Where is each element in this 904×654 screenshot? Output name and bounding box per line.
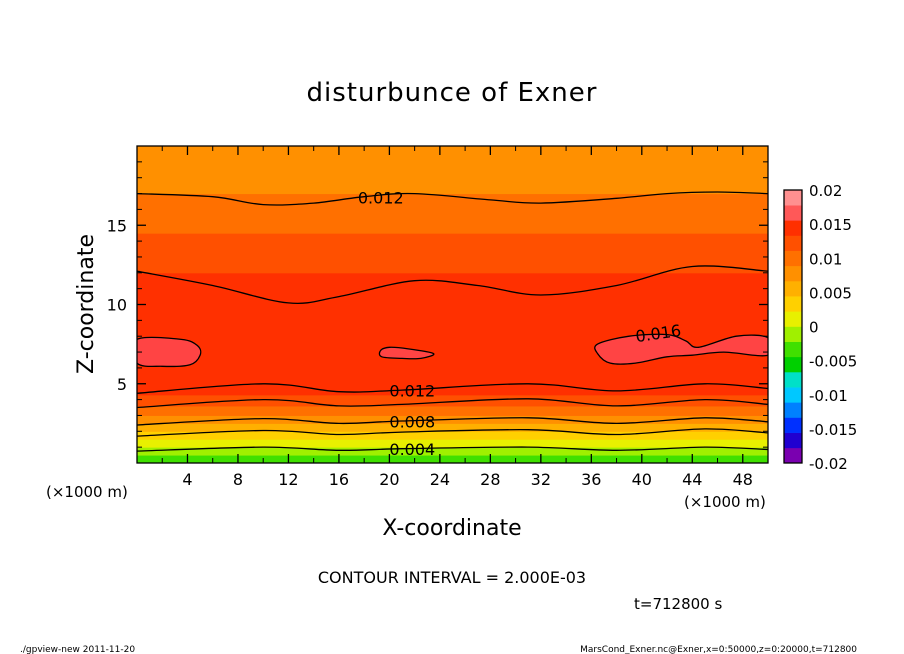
contour-band [137, 405, 768, 416]
contour-band [137, 146, 768, 195]
colorbar-tick-label: 0 [809, 319, 819, 337]
chart-title: disturbunce of Exner [307, 78, 598, 108]
contour-label: 0.004 [389, 440, 435, 459]
footer-right: MarsCond_Exner.nc@Exner,x=0:50000,z=0:20… [580, 645, 857, 654]
colorbar-swatch [784, 402, 802, 418]
x-tick-label: 12 [278, 470, 298, 489]
x-axis-label: X-coordinate [382, 516, 521, 541]
time-label: t=712800 s [634, 595, 722, 613]
contour-band [137, 455, 768, 463]
y-axis: 5 10 15 [107, 161, 768, 448]
x-unit-right: (×1000 m) [684, 493, 766, 511]
x-tick-label: 16 [329, 470, 349, 489]
x-tick-label: 44 [682, 470, 702, 489]
contour-band [137, 447, 768, 456]
colorbar-swatch [784, 341, 802, 358]
x-tick-label: 28 [480, 470, 500, 489]
colorbar-tick-label: 0.005 [809, 284, 852, 302]
colorbar-swatch [784, 356, 802, 373]
colorbar-swatch [784, 372, 802, 388]
contour-line [137, 417, 768, 426]
x-tick-label: 48 [733, 470, 753, 489]
y-tick-label: 15 [107, 216, 127, 235]
footer-left: ./gpview-new 2011-11-20 [20, 645, 135, 654]
contour-band [137, 233, 768, 274]
contour-line [137, 383, 768, 394]
contour-label: 0.012 [358, 189, 404, 208]
contour-band [137, 193, 768, 234]
contour-patch-fill [594, 334, 768, 365]
colorbar-swatch [784, 190, 802, 206]
colorbar-swatch [784, 265, 802, 282]
colorbar-tick-label: -0.015 [809, 421, 857, 439]
contour-label: 0.008 [389, 412, 435, 431]
colorbar-swatch [784, 220, 802, 236]
colorbar-swatch [784, 387, 802, 403]
x-tick-label: 4 [182, 470, 192, 489]
colorbar-tick-label: -0.02 [809, 455, 848, 473]
contour-line [137, 191, 768, 206]
contour-line-closed [594, 333, 768, 365]
x-unit-left: (×1000 m) [46, 483, 128, 501]
colorbar-swatch [784, 417, 802, 433]
contour-label: 0.012 [389, 381, 435, 400]
colorbar-swatch [784, 250, 802, 267]
contour-line-closed [137, 336, 202, 368]
colorbar-swatch [784, 235, 802, 251]
colorbar-frame [783, 189, 803, 464]
colorbar-tick-label: 0.01 [809, 250, 842, 268]
contour-band [137, 423, 768, 432]
contour-line [137, 446, 768, 452]
colorbar-tick-label: 0.02 [809, 182, 842, 200]
colorbar-swatch [784, 326, 802, 342]
x-axis: 4 8 12 16 20 24 28 32 36 40 44 48 [161, 146, 753, 489]
colorbar-tick-label: -0.005 [809, 353, 857, 371]
colorbar: 0.02 0.015 0.01 0.005 0 -0.005 -0.01 -0.015 -0.0… [783, 182, 857, 473]
colorbar-tick-label: -0.01 [809, 387, 848, 405]
x-tick-label: 32 [531, 470, 551, 489]
colorbar-swatch [784, 447, 802, 464]
colorbar-swatch [784, 432, 802, 449]
contour-patch-fill [379, 347, 434, 359]
contour-band [137, 394, 768, 407]
contour-patch-fill [137, 337, 201, 367]
x-tick-label: 24 [430, 470, 450, 489]
colorbar-swatch [784, 281, 802, 297]
contour-line [137, 398, 768, 409]
colorbar-tick-label: 0.015 [809, 216, 852, 234]
x-tick-label: 36 [581, 470, 601, 489]
contour-interval: CONTOUR INTERVAL = 2.000E-03 [318, 568, 586, 587]
contour-line [137, 428, 768, 437]
contour-line-closed [378, 346, 435, 360]
contour-band [137, 439, 768, 448]
colorbar-swatch [784, 205, 802, 221]
colorbar-swatch [784, 296, 802, 312]
y-tick-label: 10 [107, 296, 127, 315]
colorbar-swatch [784, 311, 802, 327]
y-axis-label: Z-coordinate [74, 234, 99, 374]
contour-line [137, 265, 768, 304]
contour-band [137, 431, 768, 440]
x-tick-label: 8 [233, 470, 243, 489]
x-tick-label: 20 [379, 470, 399, 489]
y-tick-label: 5 [117, 375, 127, 394]
x-tick-label: 40 [632, 470, 652, 489]
